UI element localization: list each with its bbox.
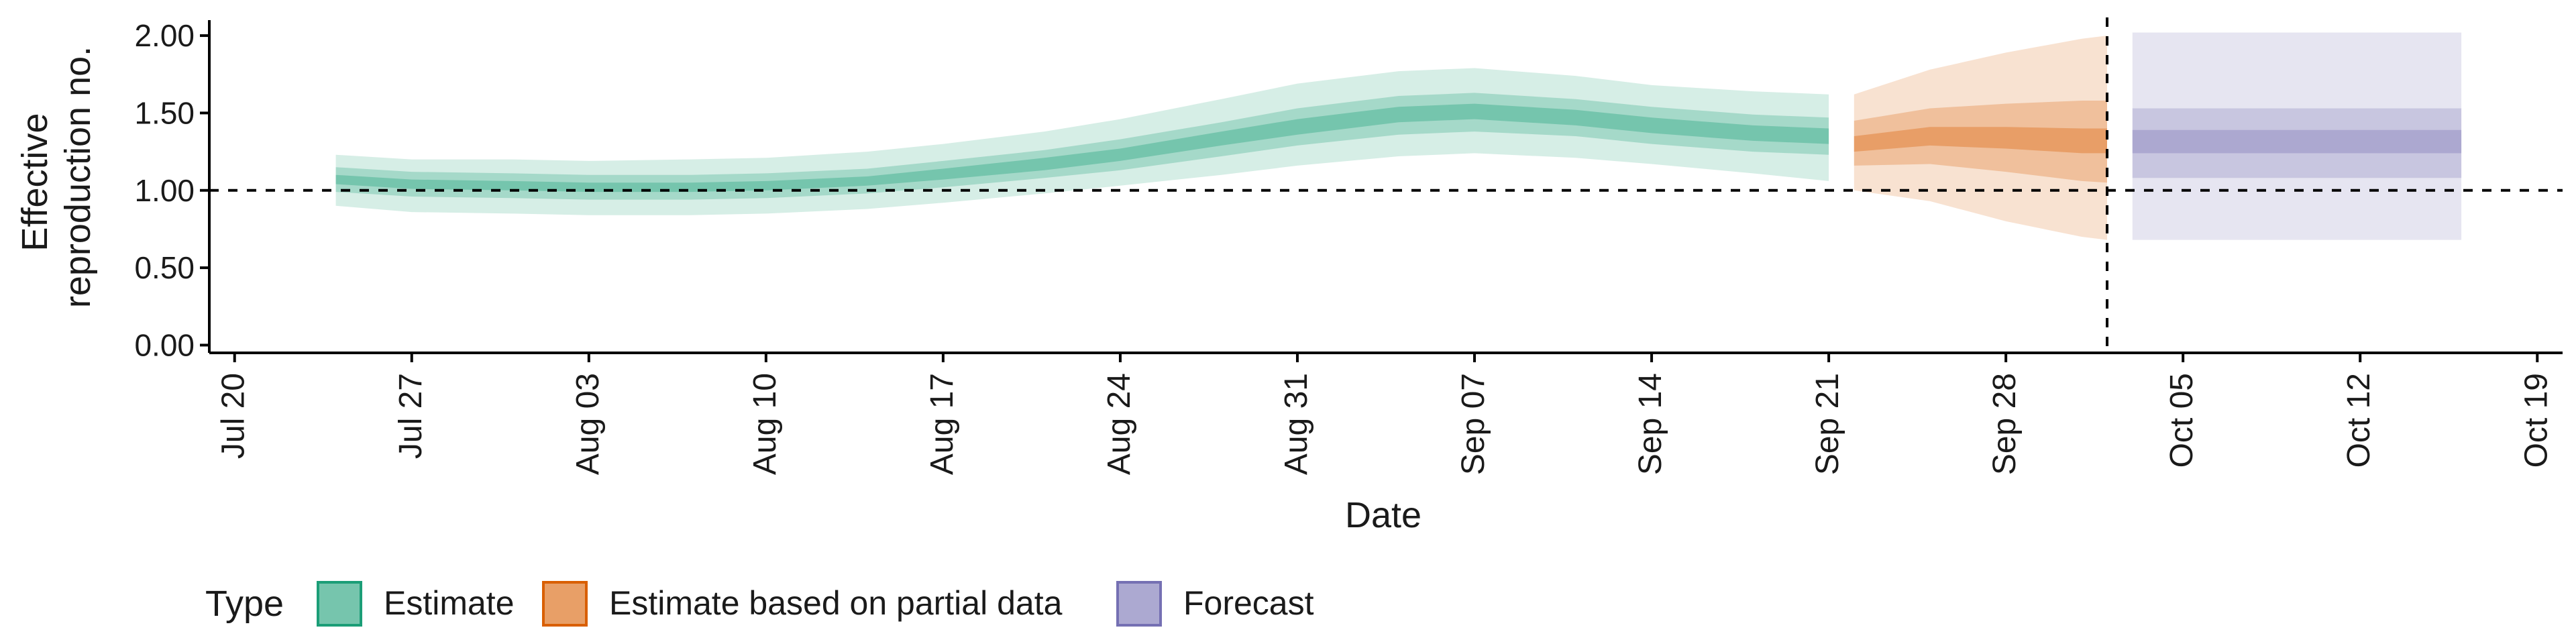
- credible-interval-bands: [335, 32, 2462, 240]
- y-tick-label: 0.00: [134, 327, 195, 362]
- x-axis-ticks: Jul 20 Jul 27 Aug 03 Aug 10 Aug 17 Aug 24 Aug …: [216, 353, 2554, 475]
- y-tick-label: 1.50: [134, 95, 195, 130]
- band-estimate-50pct: [335, 93, 1829, 200]
- x-tick-label: Oct 05: [2164, 373, 2200, 468]
- x-tick-label: Aug 10: [747, 373, 783, 475]
- reference-lines: [209, 17, 2563, 353]
- x-tick-label: Jul 20: [216, 373, 252, 459]
- legend-key-partial: [542, 581, 588, 627]
- x-tick-label: Aug 17: [924, 373, 960, 475]
- x-tick-label: Sep 14: [1633, 373, 1668, 475]
- legend-key-forecast: [1116, 581, 1162, 627]
- x-tick-label: Sep 07: [1456, 373, 1491, 475]
- band-estimate-20pct: [335, 103, 1829, 193]
- y-axis-title-line-2: reproduction no.: [58, 46, 98, 308]
- legend-key-estimate: [317, 581, 362, 627]
- axes: [208, 20, 2563, 354]
- x-tick-label: Aug 03: [570, 373, 606, 475]
- y-axis-ticks: 0.00 0.50 1.00 1.50 2.00: [134, 18, 209, 362]
- x-tick-label: Aug 31: [1279, 373, 1314, 475]
- x-axis-title: Date: [1345, 495, 1421, 535]
- y-tick-label: 2.00: [134, 18, 195, 53]
- y-axis-title: Effective reproduction no.: [15, 46, 98, 308]
- band-estimate-based-on-partial-data-20pct: [1854, 127, 2107, 154]
- x-tick-label: Sep 21: [1810, 373, 1845, 475]
- band-forecast-90pct: [2132, 32, 2462, 240]
- y-tick-label: 1.00: [134, 173, 195, 208]
- y-tick-label: 0.50: [134, 250, 195, 285]
- legend-label-estimate: Estimate: [384, 584, 515, 622]
- y-axis-title-line-1: Effective: [15, 113, 55, 251]
- legend-title: Type: [205, 584, 284, 624]
- band-estimate-90pct: [335, 68, 1829, 215]
- x-tick-label: Oct 12: [2341, 373, 2377, 468]
- band-forecast-20pct: [2132, 129, 2462, 154]
- legend: Type Estimate Estimate based on partial …: [205, 581, 1314, 627]
- band-estimate-based-on-partial-data-50pct: [1854, 101, 2107, 183]
- x-tick-label: Aug 24: [1102, 373, 1137, 475]
- legend-label-forecast: Forecast: [1183, 584, 1314, 622]
- x-tick-label: Sep 28: [1987, 373, 2023, 475]
- legend-label-partial: Estimate based on partial data: [609, 584, 1063, 622]
- x-tick-label: Oct 19: [2518, 373, 2554, 468]
- band-forecast-50pct: [2132, 108, 2462, 178]
- band-estimate-based-on-partial-data-90pct: [1854, 36, 2107, 240]
- x-tick-label: Jul 27: [393, 373, 429, 459]
